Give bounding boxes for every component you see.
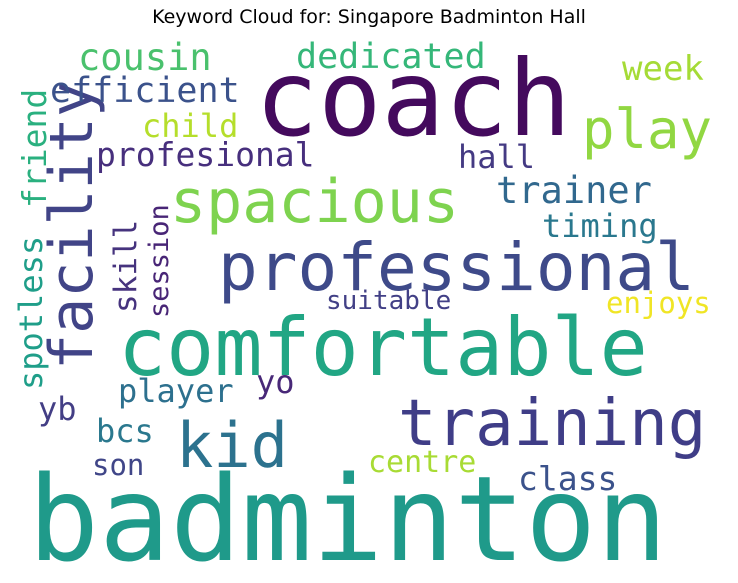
word-week: week — [622, 49, 704, 89]
word-dedicated: dedicated — [296, 37, 486, 77]
word-centre: centre — [368, 445, 476, 480]
word-son: son — [92, 448, 144, 482]
word-spotless: spotless — [12, 236, 50, 390]
chart-title: Keyword Cloud for: Singapore Badminton H… — [152, 6, 586, 28]
word-suitable: suitable — [326, 286, 451, 316]
word-training: training — [398, 387, 706, 461]
word-spacious: spacious — [170, 167, 459, 237]
word-yb: yb — [38, 390, 77, 428]
word-yo: yo — [256, 363, 295, 401]
word-kid: kid — [176, 409, 288, 482]
word-efficient: efficient — [50, 71, 240, 111]
word-skill: skill — [108, 220, 144, 313]
word-friend: friend — [15, 89, 54, 208]
word-session: session — [144, 204, 175, 318]
word-player: player — [118, 372, 234, 410]
word-trainer: trainer — [496, 169, 652, 212]
word-cousin: cousin — [78, 36, 212, 79]
word-profesional: profesional — [96, 135, 315, 174]
word-enjoys: enjoys — [606, 286, 711, 320]
word-badminton: badminton — [28, 450, 667, 583]
word-play: play — [582, 98, 712, 161]
word-comfortable: comfortable — [118, 301, 648, 394]
word-timing: timing — [542, 207, 658, 245]
word-class: class — [518, 459, 617, 498]
word-coach: coach — [255, 38, 571, 160]
word-bcs: bcs — [96, 412, 154, 450]
word-facility: facility — [37, 81, 107, 370]
word-hall: hall — [458, 138, 535, 176]
word-child: child — [142, 107, 238, 145]
word-professional: professional — [218, 229, 695, 306]
